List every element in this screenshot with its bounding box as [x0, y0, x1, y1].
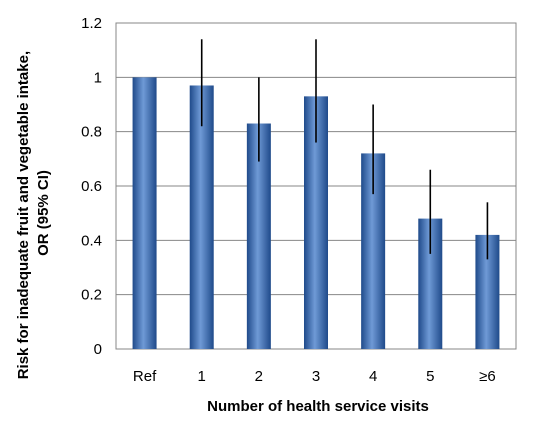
- y-axis-title: Risk for inadequate fruit and vegetable …: [15, 47, 52, 380]
- y-tick-label: 1: [94, 69, 102, 86]
- x-tick-label: 2: [255, 368, 263, 385]
- y-tick-label: 0.2: [81, 287, 102, 304]
- bar: [189, 85, 214, 349]
- y-tick-label: 1.2: [81, 15, 102, 32]
- x-tick-label: 3: [312, 368, 320, 385]
- x-tick-label: 4: [369, 368, 377, 385]
- y-tick-label: 0.6: [81, 178, 102, 195]
- x-tick-label: 5: [426, 368, 434, 385]
- bar: [132, 77, 157, 349]
- x-tick-label: 1: [198, 368, 206, 385]
- y-axis-title-line-1: Risk for inadequate fruit and vegetable …: [15, 51, 32, 379]
- y-axis-title-line-2: OR (95% CI): [35, 170, 52, 256]
- x-tick-label: ≥6: [479, 368, 496, 385]
- y-tick-label: 0: [94, 341, 102, 358]
- y-tick-label: 0.4: [81, 232, 102, 249]
- y-tick-label: 0.8: [81, 124, 102, 141]
- x-tick-label: Ref: [133, 368, 157, 385]
- x-axis-title: Number of health service visits: [207, 398, 429, 415]
